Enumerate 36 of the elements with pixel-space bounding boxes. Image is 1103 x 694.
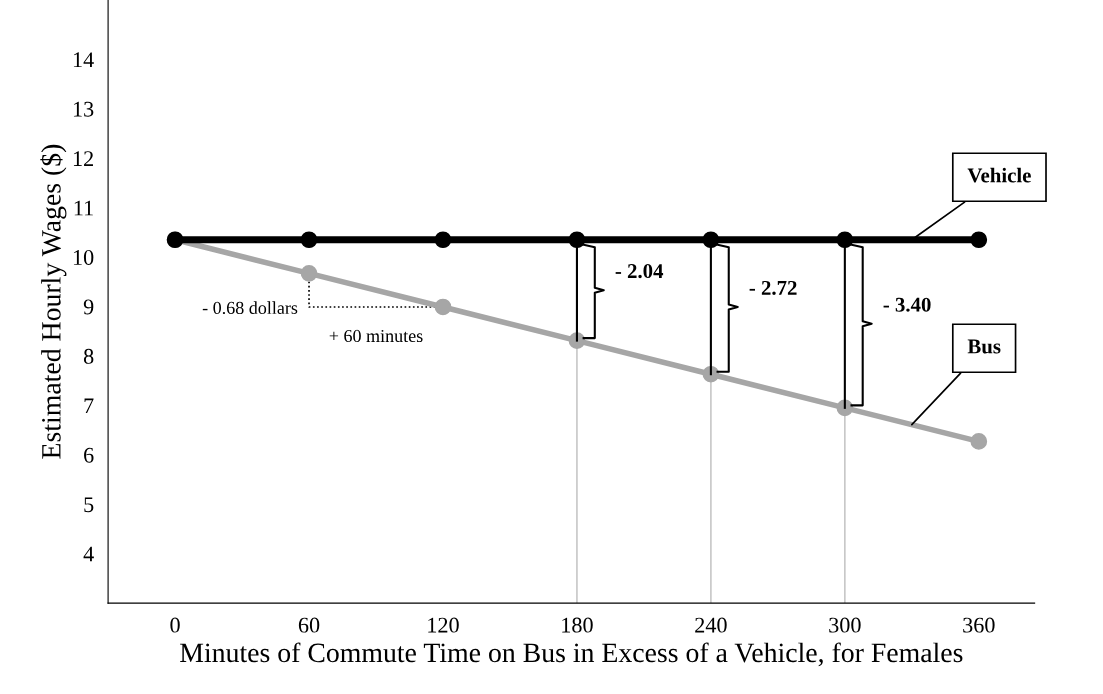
y-tick-label: 11 bbox=[74, 200, 93, 216]
point bbox=[434, 231, 452, 249]
point bbox=[434, 298, 452, 316]
point bbox=[702, 231, 720, 249]
x-tick-label: 0 bbox=[170, 617, 180, 633]
y-tick-label: 6 bbox=[84, 447, 94, 463]
annotation: - 2.72 bbox=[749, 280, 797, 295]
x-tick-label: 360 bbox=[963, 617, 995, 633]
annotation: - 2.04 bbox=[615, 264, 664, 279]
y-tick-label: 5 bbox=[84, 497, 94, 513]
annotation: + 60 minutes bbox=[329, 329, 423, 343]
y-axis-title: Estimated Hourly Wages ($) bbox=[40, 144, 67, 459]
point bbox=[300, 231, 318, 249]
y-tick-label: 7 bbox=[84, 398, 94, 414]
text: Bus bbox=[967, 339, 1001, 354]
x-tick-label: 240 bbox=[695, 617, 727, 633]
y-tick-label: 13 bbox=[73, 101, 94, 117]
point bbox=[568, 231, 586, 249]
y-tick-label: 4 bbox=[83, 546, 94, 562]
x-axis-title: Minutes of Commute Time on Bus in Excess of a Vehicle, for Females bbox=[180, 642, 963, 667]
y-tick-label: 12 bbox=[73, 151, 93, 166]
y-tick-label: 9 bbox=[83, 299, 94, 315]
annotation: - 0.68 dollars bbox=[202, 301, 298, 315]
x-tick-label: 120 bbox=[428, 617, 459, 633]
y-tick-label: 10 bbox=[73, 249, 94, 265]
x-tick-label: 60 bbox=[298, 617, 320, 633]
x-tick-label: 180 bbox=[562, 617, 593, 633]
point bbox=[970, 231, 988, 249]
text: Vehicle bbox=[967, 167, 1031, 183]
y-tick-label: 14 bbox=[73, 52, 94, 68]
annotation: - 3.40 bbox=[883, 297, 931, 312]
point bbox=[836, 231, 854, 249]
point bbox=[300, 265, 318, 282]
y-tick-label: 8 bbox=[83, 348, 94, 364]
x-tick-label: 300 bbox=[829, 617, 861, 633]
point bbox=[970, 433, 988, 450]
